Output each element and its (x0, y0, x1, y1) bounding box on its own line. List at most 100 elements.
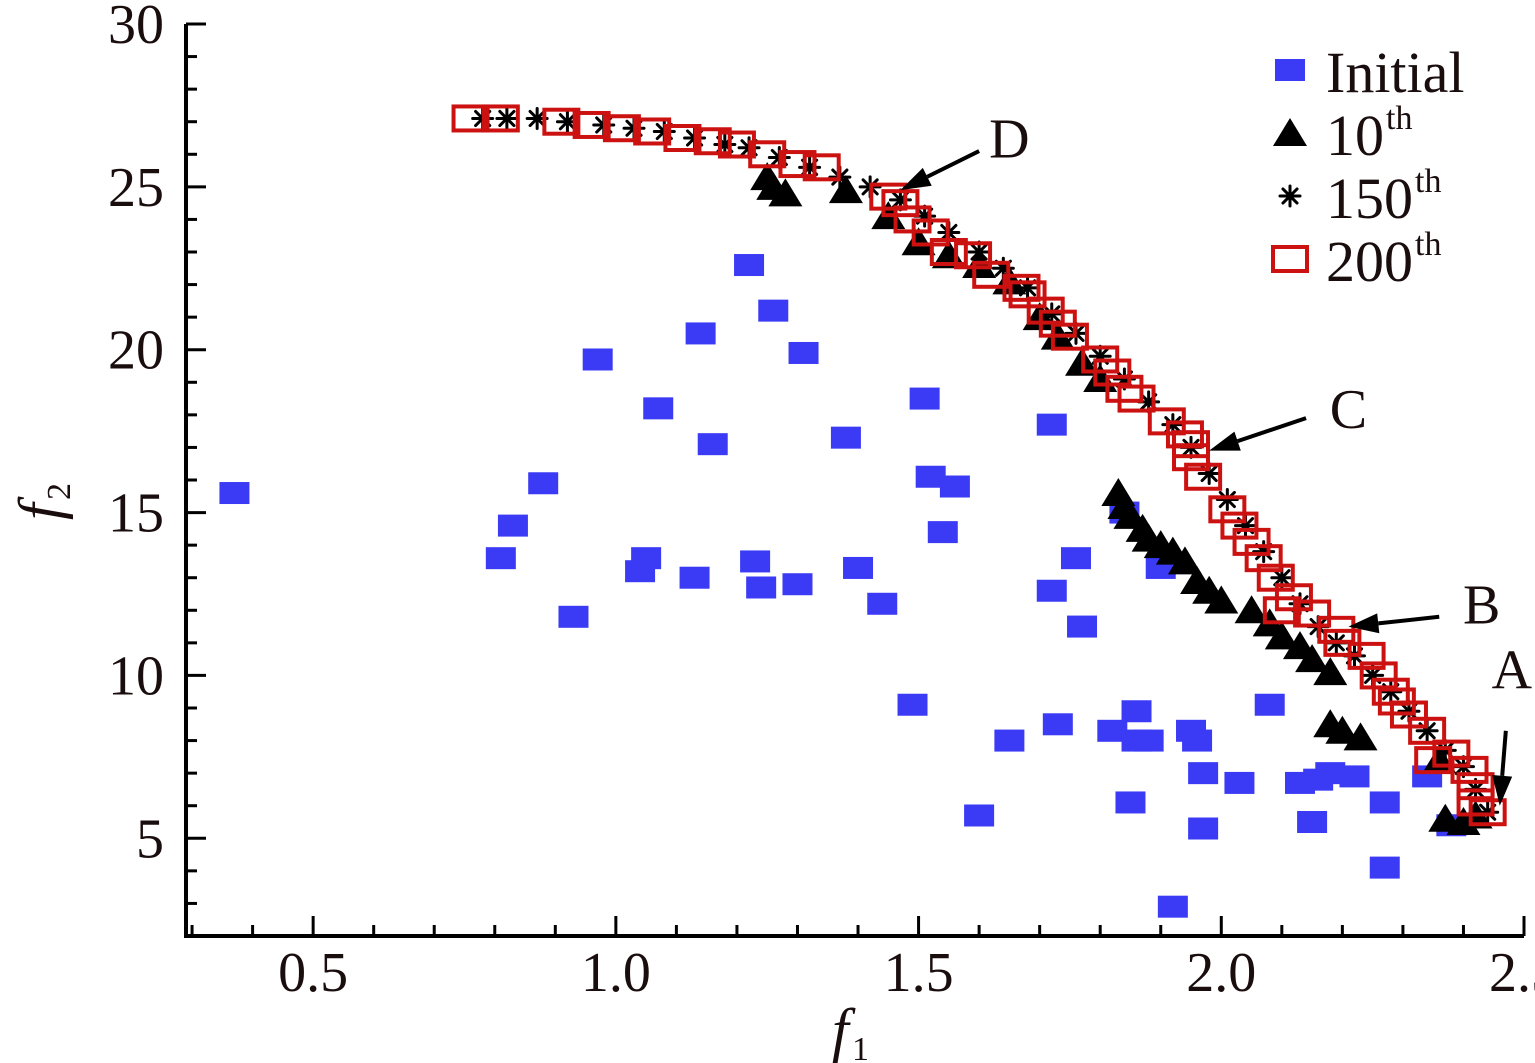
initial-point (939, 475, 970, 498)
gen10-point (1325, 715, 1360, 744)
x-tick-label: 1.0 (581, 942, 651, 1004)
initial-point (558, 605, 589, 628)
annotation-arrow-line (1500, 730, 1508, 776)
initial-point (843, 556, 874, 579)
gen200-point (542, 107, 581, 136)
y-tick-label: 25 (108, 157, 164, 219)
initial-point (830, 426, 861, 449)
annotation-arrow-head (1209, 431, 1241, 451)
initial-point (1339, 765, 1370, 788)
gen200-point (1468, 798, 1507, 827)
gen200-point (572, 110, 611, 139)
initial-point (1115, 791, 1146, 814)
gen200-point (1208, 495, 1247, 524)
legend-swatch (1273, 118, 1307, 146)
initial-point (685, 322, 716, 345)
gen200-point (1347, 641, 1386, 670)
y-axis-title-group: f2 (7, 483, 78, 520)
legend-label: 150 (1326, 166, 1413, 231)
gen200-point (1050, 322, 1089, 351)
initial-point (219, 482, 250, 505)
gen10-point (768, 178, 803, 207)
gen200-point (881, 189, 920, 218)
initial-point (679, 566, 710, 589)
initial-point (994, 729, 1025, 752)
annotation-arrow-head (1348, 613, 1380, 634)
gen200-point (1172, 443, 1211, 472)
legend-swatch (1271, 245, 1309, 273)
gen10-point (1313, 657, 1348, 686)
gen200-point (633, 117, 672, 146)
initial-point (1133, 729, 1164, 752)
initial-point (643, 397, 674, 420)
gen200-point (1117, 384, 1156, 413)
initial-point (1182, 729, 1213, 752)
initial-point (867, 592, 898, 615)
initial-point (740, 550, 771, 573)
axis-titles: f 1f2 (7, 483, 869, 1063)
gen10-point (901, 227, 936, 256)
initial-point (1042, 713, 1073, 736)
gen150-point (495, 106, 519, 130)
gen10-point (1264, 621, 1299, 650)
gen200-point (802, 153, 841, 182)
gen150-point (1215, 488, 1239, 512)
x-tick-label: 2.5 (1489, 942, 1535, 1004)
y-tick-label: 15 (108, 483, 164, 545)
gen200-point (1184, 462, 1223, 491)
initial-point (758, 299, 789, 322)
legend-label: 10 (1326, 103, 1384, 168)
legend-item-initial: Initial (1275, 40, 1465, 105)
initial-point (631, 547, 662, 570)
legend-label-sup: th (1386, 100, 1412, 137)
tick-labels: 5 10 15 20 25 30 0.5 1.0 1.5 2.0 2.5 (108, 0, 1535, 1004)
legend-label: Initial (1326, 40, 1465, 105)
legend-swatch (1278, 184, 1302, 208)
gen200-point (1232, 527, 1271, 556)
initial-point (909, 387, 940, 410)
gen200-point (663, 124, 702, 152)
gen200-point (1244, 544, 1283, 573)
y-tick-label: 30 (108, 0, 164, 56)
initial-point (1036, 579, 1067, 602)
annotation-c: C (1209, 379, 1367, 451)
gen200-point (717, 130, 756, 159)
gen10-point (828, 175, 863, 204)
initial-point (1369, 856, 1400, 879)
annotation-d: D (900, 109, 1030, 191)
initial-point (1157, 895, 1188, 918)
gen200-point (1093, 358, 1132, 387)
initial-point (1188, 762, 1219, 785)
series-initial (219, 254, 1467, 918)
legend-swatch (1275, 59, 1305, 81)
annotation-label: A (1492, 639, 1533, 701)
gen200-point (1359, 661, 1398, 690)
gen200-point (1220, 511, 1259, 540)
annotation-a: A (1492, 639, 1533, 806)
initial-point (485, 547, 516, 570)
annotation-label: B (1463, 574, 1500, 636)
initial-point (788, 341, 819, 364)
annotations: D C BA (900, 109, 1533, 806)
gen200-point (481, 104, 520, 133)
x-tick-label: 2.0 (1186, 942, 1256, 1004)
series-200th (451, 104, 1507, 827)
y-tick-label: 20 (108, 320, 164, 382)
annotation-arrow-head (1492, 775, 1513, 806)
y-axis-title-sub: 2 (41, 483, 78, 500)
initial-point (697, 433, 728, 456)
initial-point (927, 521, 958, 544)
gen200-point (1408, 716, 1447, 745)
gen150-point (1040, 302, 1064, 326)
initial-point (1097, 719, 1128, 742)
initial-point (1188, 817, 1219, 840)
gen200-point (929, 238, 968, 266)
gen200-point (451, 104, 490, 133)
initial-point (528, 472, 559, 495)
x-tick-label: 0.5 (278, 942, 348, 1004)
gen200-point (602, 114, 641, 143)
plot-area (219, 104, 1507, 918)
